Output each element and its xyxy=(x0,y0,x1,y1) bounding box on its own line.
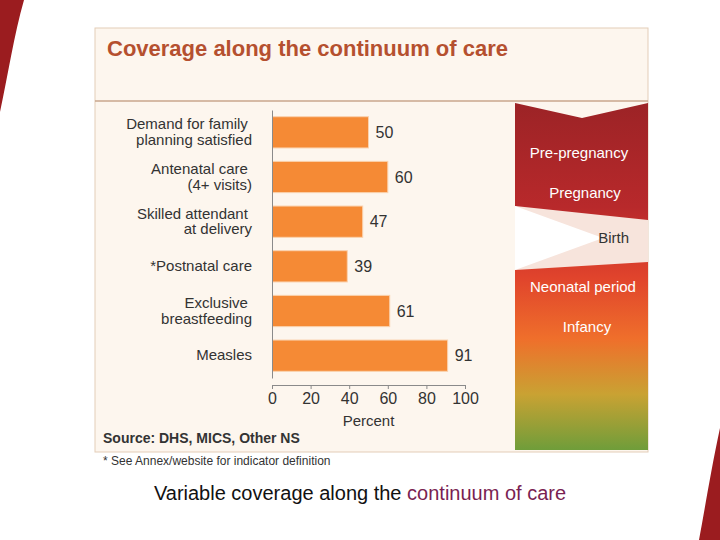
category-label-line: planning satisfied xyxy=(136,131,252,148)
tick: Skilled attendant at delivery xyxy=(137,205,253,238)
tick-mark xyxy=(311,385,312,389)
category-label-line: breastfeeding xyxy=(161,310,252,327)
chart-title: Coverage along the continuum of care xyxy=(107,36,508,61)
stage-label: Birth xyxy=(598,229,629,246)
data-label: 91 xyxy=(455,347,473,364)
birth-band xyxy=(515,206,648,270)
tick-label: 20 xyxy=(302,390,320,407)
category-label-line: Measles xyxy=(196,346,252,363)
axis-line xyxy=(273,386,466,390)
stage-label: Infancy xyxy=(563,318,612,335)
data-label: 39 xyxy=(354,258,372,275)
tick-label: 40 xyxy=(341,390,359,407)
tick-label: 60 xyxy=(379,390,397,407)
caption: Variable coverage along thecontinuum of … xyxy=(154,482,566,504)
stage-label: Pregnancy xyxy=(549,184,621,201)
bar xyxy=(272,295,390,326)
bar xyxy=(272,206,363,237)
tick: Measles xyxy=(196,346,252,363)
tick: Exclusive breastfeeding xyxy=(161,294,252,327)
birth-notch xyxy=(515,206,603,270)
data-label: 61 xyxy=(397,303,415,320)
tick-mark xyxy=(465,385,466,389)
category-label: Skilled attendant at delivery xyxy=(137,205,253,238)
stage-shape xyxy=(515,103,648,450)
stage-label: Pre-pregnancy xyxy=(530,144,629,161)
tick-label: 100 xyxy=(452,390,479,407)
bar xyxy=(272,340,448,371)
corner-decoration xyxy=(699,428,720,540)
caption-text: Variable coverage along the xyxy=(154,482,402,504)
tick: Antenatal care (4+ visits) xyxy=(151,160,252,193)
data-labels: 50 60 47 39 61 91 xyxy=(354,124,472,364)
source: Source: DHS, MICS, Other NS xyxy=(103,430,300,446)
category-label: *Postnatal care xyxy=(150,257,252,274)
tick: 60 xyxy=(379,385,397,407)
tick-mark xyxy=(388,385,389,389)
category-label-line: Exclusive xyxy=(184,294,252,311)
category-label-line: (4+ visits) xyxy=(187,176,252,193)
stage-arrow: Pre-pregnancy Pregnancy Birth Neonatal peri… xyxy=(515,103,648,450)
title-rule xyxy=(95,100,648,102)
tick-label: 80 xyxy=(418,390,436,407)
caption-highlight: continuum of care xyxy=(407,482,566,504)
bar xyxy=(272,251,347,282)
category-label: Antenatal care (4+ visits) xyxy=(151,160,252,193)
tick-mark xyxy=(272,385,273,389)
category-label: Demand for family planning satisfied xyxy=(126,115,252,148)
y-axis: Demand for family planning satisfied Ante… xyxy=(126,111,272,379)
tick: 0 xyxy=(268,385,277,407)
tick-mark xyxy=(426,385,427,389)
category-label-line: Demand for family xyxy=(126,115,252,132)
tick: 20 xyxy=(302,385,320,407)
corner-decoration xyxy=(0,0,24,112)
tick: 40 xyxy=(341,385,359,407)
tick: Demand for family planning satisfied xyxy=(126,115,252,148)
data-label: 60 xyxy=(395,169,413,186)
stage-label: Neonatal period xyxy=(530,278,636,295)
axis-line xyxy=(272,111,273,379)
axis-title: Percent xyxy=(343,412,396,429)
data-label: 50 xyxy=(376,124,394,141)
bar xyxy=(272,117,369,148)
bars xyxy=(272,117,448,372)
bar xyxy=(272,161,388,192)
category-label: Exclusive breastfeeding xyxy=(161,294,252,327)
slide: Coverage along the continuum of care 50 60… xyxy=(0,0,720,540)
footnote: * See Annex/website for indicator defini… xyxy=(103,454,330,468)
category-label-line: Antenatal care xyxy=(151,160,252,177)
category-label-line: Skilled attendant xyxy=(137,205,252,222)
category-label-line: at delivery xyxy=(184,220,253,237)
tick: *Postnatal care xyxy=(150,257,252,274)
x-axis: 0 20 40 60 80 100 xyxy=(268,385,479,407)
data-label: 47 xyxy=(370,213,388,230)
chart-panel xyxy=(95,28,648,452)
tick: 100 xyxy=(452,385,479,407)
tick-mark xyxy=(349,385,350,389)
category-label-line: *Postnatal care xyxy=(150,257,252,274)
tick-label: 0 xyxy=(268,390,277,407)
tick: 80 xyxy=(418,385,436,407)
category-label: Measles xyxy=(196,346,252,363)
